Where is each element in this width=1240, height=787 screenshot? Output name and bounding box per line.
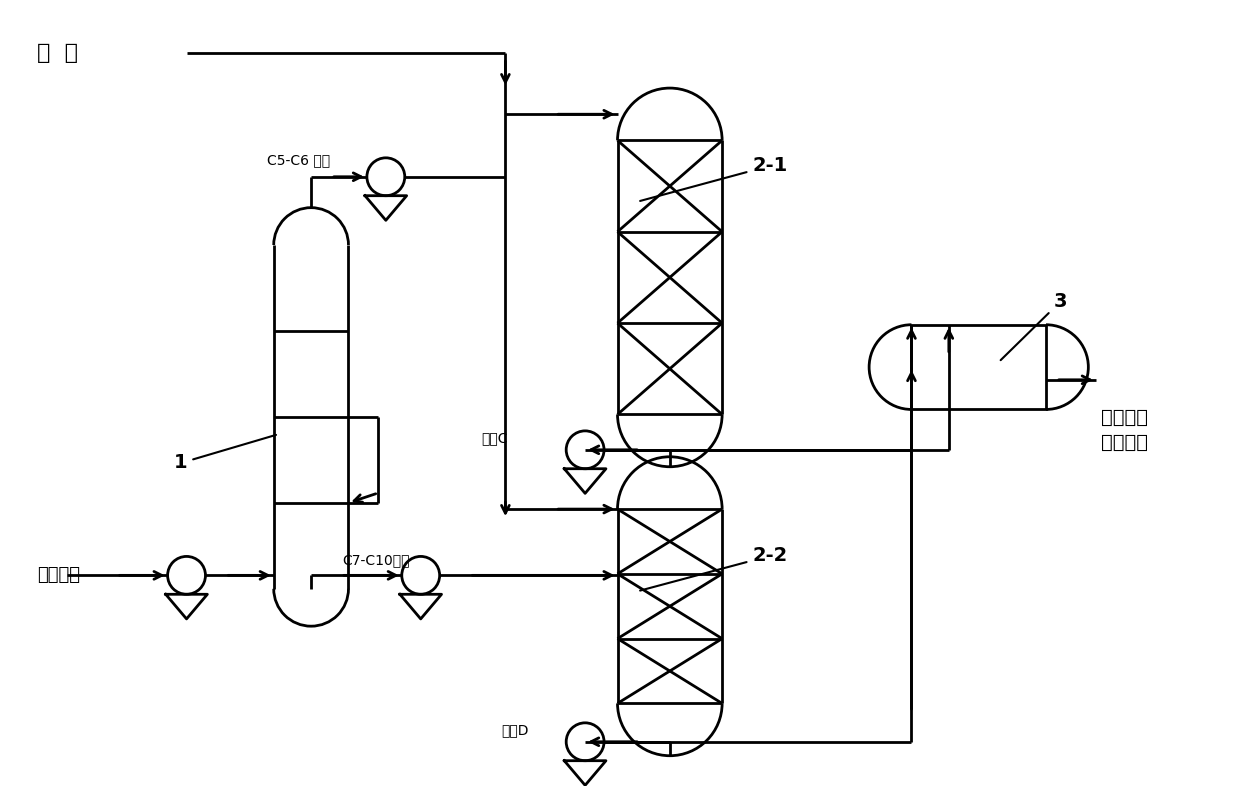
Text: 2-2: 2-2	[640, 546, 787, 590]
Text: 高辛烷值
汽油产物: 高辛烷值 汽油产物	[1101, 408, 1148, 452]
Text: 煤基轻油: 煤基轻油	[37, 567, 81, 585]
Bar	[911, 325, 1047, 409]
Text: 2-1: 2-1	[640, 157, 787, 201]
Text: 产物D: 产物D	[501, 722, 529, 737]
Text: C5-C6 馏分: C5-C6 馏分	[268, 153, 330, 167]
Text: 1: 1	[174, 435, 277, 472]
Text: 产物C: 产物C	[481, 430, 508, 445]
Text: 3: 3	[1001, 292, 1066, 360]
Text: 氢  气: 氢 气	[37, 43, 78, 63]
Text: C7-C10馏分: C7-C10馏分	[342, 553, 409, 567]
